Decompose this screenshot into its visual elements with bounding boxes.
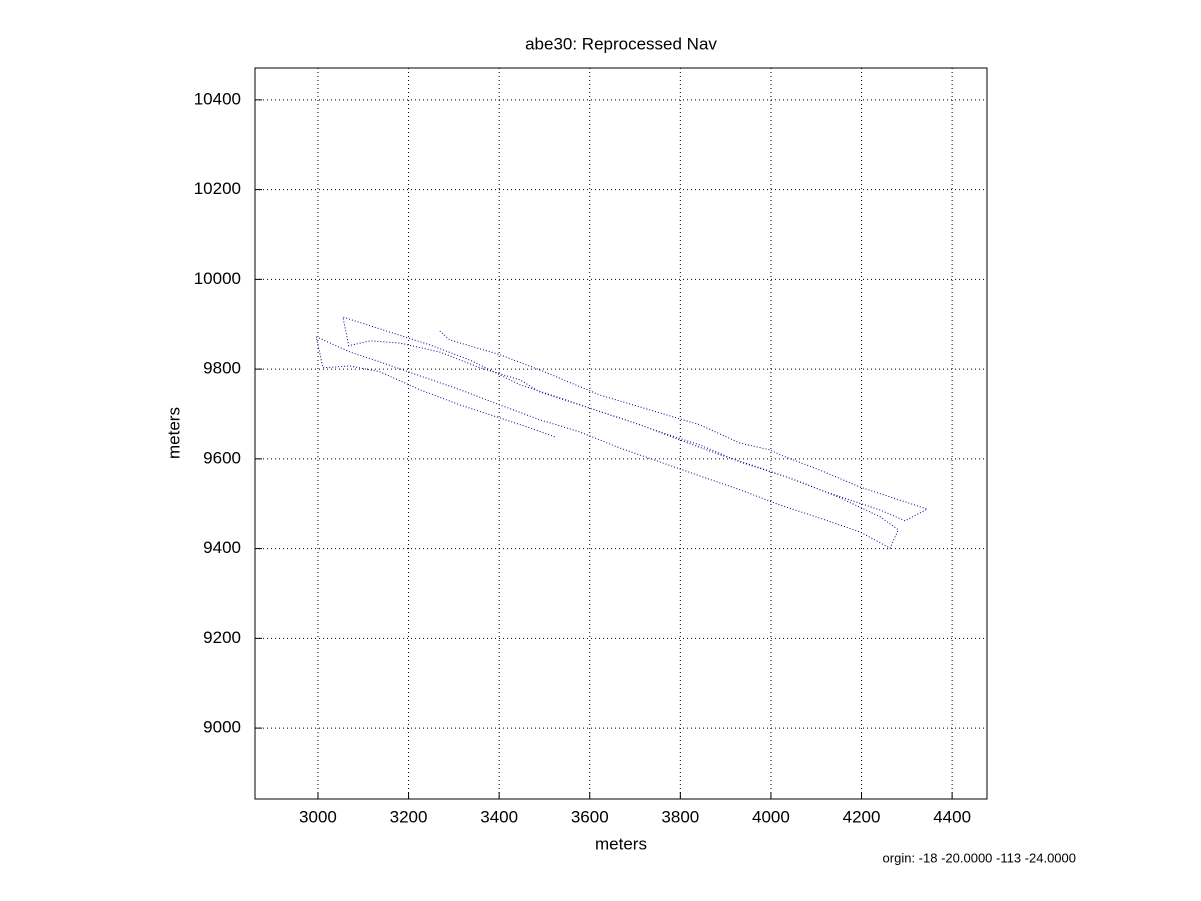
y-tick-label: 9800: [203, 359, 241, 378]
y-tick-label: 10000: [194, 269, 241, 288]
y-tick-label: 9400: [203, 538, 241, 557]
y-tick-label: 10200: [194, 179, 241, 198]
annotation: orgin: -18 -20.0000 -113 -24.0000: [883, 850, 1076, 865]
y-axis-label: meters: [164, 407, 183, 459]
x-tick-label: 4200: [843, 807, 881, 826]
x-tick-label: 3400: [480, 807, 518, 826]
plot-frame: [254, 67, 988, 800]
plot-area: [255, 68, 987, 799]
chart-title: abe30: Reprocessed Nav: [525, 34, 717, 53]
y-tick-label: 9200: [203, 628, 241, 647]
x-tick-label: 3200: [390, 807, 428, 826]
track-line: [315, 316, 929, 549]
x-tick-label: 3000: [299, 807, 337, 826]
y-tick-label: 10400: [194, 89, 241, 108]
x-axis-label: meters: [595, 834, 647, 853]
y-tick-label: 9000: [203, 718, 241, 737]
x-tick-label: 3600: [571, 807, 609, 826]
y-tick-label: 9600: [203, 448, 241, 467]
x-tick-label: 3800: [661, 807, 699, 826]
x-tick-label: 4400: [933, 807, 971, 826]
x-tick-label: 4000: [752, 807, 790, 826]
